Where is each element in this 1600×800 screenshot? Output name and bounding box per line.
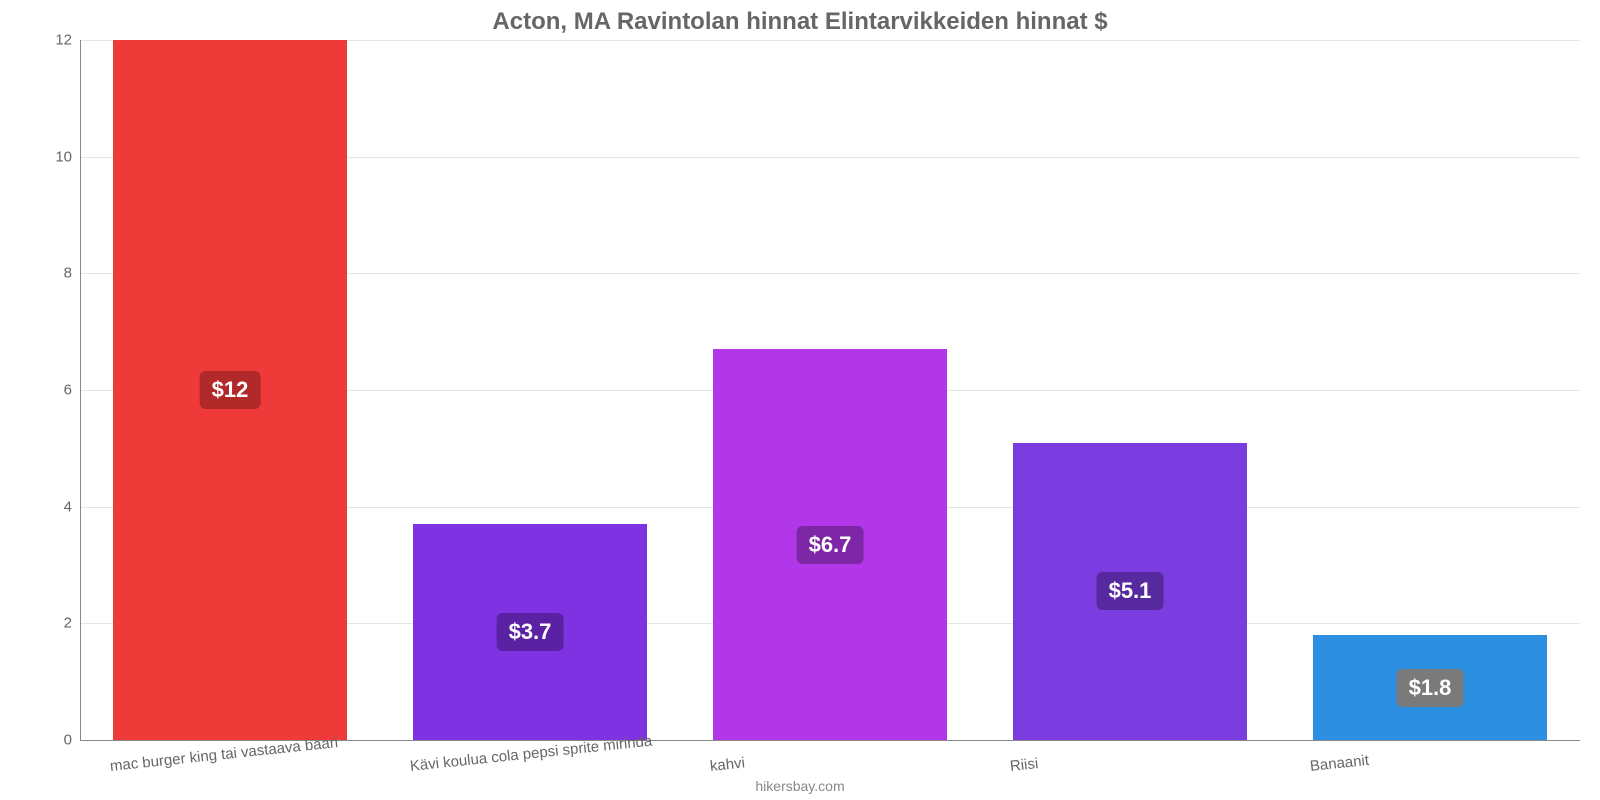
y-tick-label: 8 xyxy=(40,265,72,282)
y-tick-label: 4 xyxy=(40,498,72,515)
value-badge: $1.8 xyxy=(1397,669,1464,707)
value-badge: $3.7 xyxy=(497,613,564,651)
bar-slot: $5.1 xyxy=(980,40,1280,740)
value-badge: $6.7 xyxy=(797,526,864,564)
chart-container: Acton, MA Ravintolan hinnat Elintarvikke… xyxy=(0,0,1600,800)
value-badge: $12 xyxy=(200,371,261,409)
y-tick-label: 10 xyxy=(40,148,72,165)
bar-slot: $1.8 xyxy=(1280,40,1580,740)
bar-slot: $12 xyxy=(80,40,380,740)
y-tick-label: 2 xyxy=(40,615,72,632)
x-tick-label: kahvi xyxy=(709,754,746,775)
x-tick-label: Riisi xyxy=(1009,755,1039,775)
chart-title: Acton, MA Ravintolan hinnat Elintarvikke… xyxy=(0,8,1600,36)
y-tick-label: 12 xyxy=(40,32,72,49)
value-badge: $5.1 xyxy=(1097,572,1164,610)
y-tick-label: 0 xyxy=(40,732,72,749)
bar-slot: $6.7 xyxy=(680,40,980,740)
bar-slot: $3.7 xyxy=(380,40,680,740)
y-tick-label: 6 xyxy=(40,382,72,399)
chart-footer: hikersbay.com xyxy=(0,778,1600,794)
bars-group: $12 $3.7 $6.7 $5.1 $1.8 xyxy=(80,40,1580,740)
y-axis-line xyxy=(80,40,81,740)
plot-area: 024681012 $12$3.7$6.7$5.1$1.8 mac burger… xyxy=(80,40,1580,740)
x-tick-label: Banaanit xyxy=(1309,752,1370,775)
